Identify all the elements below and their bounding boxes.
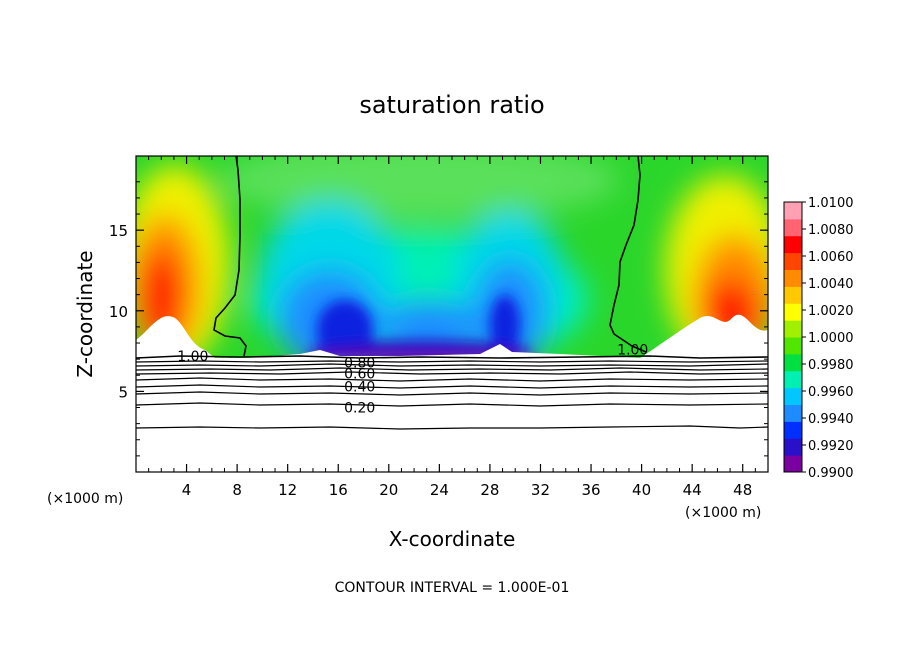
saturation-field xyxy=(136,156,768,472)
contour-0-20 xyxy=(136,402,768,407)
colorbar-label: 1.0000 xyxy=(808,331,854,346)
contour-0-70 xyxy=(136,367,768,371)
colorbar-label: 0.9920 xyxy=(808,439,854,454)
x-tick-label: 28 xyxy=(480,481,499,499)
colorbar-label: 1.0080 xyxy=(808,223,854,238)
y-axis-title: Z-coordinate xyxy=(73,250,97,377)
colorbar-label: 1.0060 xyxy=(808,250,854,265)
colorbar-label: 1.0020 xyxy=(808,304,854,319)
colorbar-segment xyxy=(784,303,802,321)
x-tick-label: 16 xyxy=(329,481,348,499)
y-tick-label: 5 xyxy=(118,383,128,401)
x-tick-label: 8 xyxy=(232,481,242,499)
contour-label: 0.20 xyxy=(344,401,375,417)
contour-0-90 xyxy=(136,360,768,363)
colorbar-segment xyxy=(784,286,802,304)
lower-contours xyxy=(136,360,768,430)
colorbar-segment xyxy=(784,353,802,372)
colorbar-label: 0.9960 xyxy=(808,385,854,400)
colorbar: 1.0100 1.0080 1.0060 1.0040 1.0020 1.0000 0.99… xyxy=(783,196,854,481)
x-tick-label: 4 xyxy=(182,481,192,499)
contour-1-00-base xyxy=(136,355,768,359)
x-tick-label: 48 xyxy=(733,481,752,499)
x-axis-title: X-coordinate xyxy=(389,527,516,551)
contour-0-60 xyxy=(136,371,768,375)
contour-labels: 1.00 1.00 0.800.600.40 0.20 xyxy=(177,342,648,416)
colorbar-segment xyxy=(784,202,802,220)
colorbar-segment xyxy=(784,269,802,287)
colorbar-label: 0.9980 xyxy=(808,358,854,373)
colorbar-segment xyxy=(784,252,802,270)
contour-label: 0.40 xyxy=(344,380,375,396)
colorbar-segment xyxy=(784,235,802,254)
contour-label: 0.80 xyxy=(344,355,375,371)
x-axis-unit: (×1000 m) xyxy=(685,505,761,521)
contour-0-40 xyxy=(136,384,768,389)
right-white-patch xyxy=(640,314,768,358)
colorbar-label: 0.9900 xyxy=(808,466,854,481)
colorbar-segment xyxy=(784,438,802,456)
contour-0-80 xyxy=(136,363,768,367)
x-tick-label: 40 xyxy=(632,481,651,499)
colorbar-segment xyxy=(784,218,802,237)
x-tick-label: 12 xyxy=(278,481,297,499)
colorbar-segment xyxy=(784,337,802,355)
colorbar-segment xyxy=(784,387,802,405)
x-tick-label: 32 xyxy=(531,481,550,499)
contour-1-00-right xyxy=(609,156,647,353)
y-axis: 5 10 15 xyxy=(109,181,768,457)
colorbar-segment xyxy=(784,404,802,422)
colorbar-label: 0.9940 xyxy=(808,412,854,427)
chart-title: saturation ratio xyxy=(359,91,544,119)
x-tick-label: 24 xyxy=(430,481,449,499)
contour-1-00-left xyxy=(213,156,247,357)
y-tick-label: 15 xyxy=(109,222,128,240)
contour-label: 0.60 xyxy=(344,367,375,383)
contour-0-50 xyxy=(136,377,768,382)
colorbar-label: 1.0040 xyxy=(808,277,854,292)
contour-interval-note: CONTOUR INTERVAL = 1.000E-01 xyxy=(335,580,570,596)
x-axis: 4 8 12 16 20 24 28 32 36 40 44 48 xyxy=(148,156,756,499)
contour-label: 1.00 xyxy=(177,349,208,365)
x-tick-label: 20 xyxy=(379,481,398,499)
contour-0-10 xyxy=(136,425,768,430)
y-axis-unit: (×1000 m) xyxy=(47,491,123,507)
x-tick-label: 36 xyxy=(581,481,600,499)
left-white-patch xyxy=(136,316,215,358)
colorbar-label: 1.0100 xyxy=(808,196,854,211)
contour-0-30 xyxy=(136,391,768,396)
contour-label: 1.00 xyxy=(617,342,648,358)
colorbar-segment xyxy=(784,320,802,338)
deep-blue-right xyxy=(490,295,520,355)
colorbar-segment xyxy=(784,370,802,389)
lower-white-region xyxy=(136,344,768,472)
colorbar-segment xyxy=(784,455,802,473)
x-tick-label: 44 xyxy=(683,481,702,499)
colorbar-segment xyxy=(784,421,802,439)
y-tick-label: 10 xyxy=(109,303,128,321)
